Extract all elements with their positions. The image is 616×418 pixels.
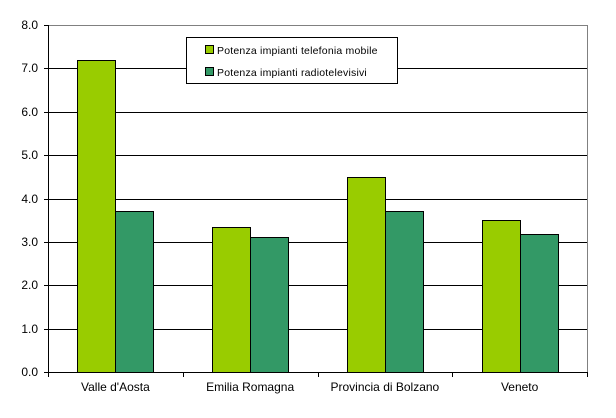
y-tick-label: 4.0 bbox=[21, 191, 38, 206]
legend-swatch-mobile bbox=[205, 45, 214, 54]
bar bbox=[115, 211, 154, 373]
y-tick-label: 0.0 bbox=[21, 364, 38, 379]
y-tick-label: 8.0 bbox=[21, 17, 38, 32]
x-tick-label: Emilia Romagna bbox=[206, 380, 295, 394]
x-tick-label: Valle d'Aosta bbox=[80, 380, 150, 394]
bar bbox=[520, 234, 559, 373]
y-tick-label: 3.0 bbox=[21, 234, 38, 249]
legend-item-radiotv: Potenza impianti radiotelevisivi bbox=[205, 67, 367, 79]
legend-swatch-radiotv bbox=[205, 67, 214, 76]
axes bbox=[44, 25, 588, 377]
legend-label: Potenza impianti telefonia mobile bbox=[217, 45, 378, 57]
bar bbox=[212, 227, 251, 373]
legend: Potenza impianti telefonia mobile Potenz… bbox=[186, 37, 398, 84]
legend-label: Potenza impianti radiotelevisivi bbox=[217, 67, 367, 79]
y-tick-label: 6.0 bbox=[21, 104, 38, 119]
bar bbox=[250, 237, 289, 373]
bar bbox=[385, 211, 424, 373]
bar bbox=[347, 177, 386, 373]
legend-item-mobile: Potenza impianti telefonia mobile bbox=[205, 45, 378, 57]
y-tick-label: 1.0 bbox=[21, 321, 38, 336]
bar bbox=[77, 60, 116, 373]
bar bbox=[482, 220, 521, 373]
x-tick-label: Veneto bbox=[500, 380, 539, 394]
y-tick-label: 7.0 bbox=[21, 60, 38, 75]
bars bbox=[77, 60, 559, 373]
x-tick-label: Provincia di Bolzano bbox=[330, 380, 440, 394]
y-tick-label: 2.0 bbox=[21, 277, 38, 292]
y-tick-label: 5.0 bbox=[21, 147, 38, 162]
